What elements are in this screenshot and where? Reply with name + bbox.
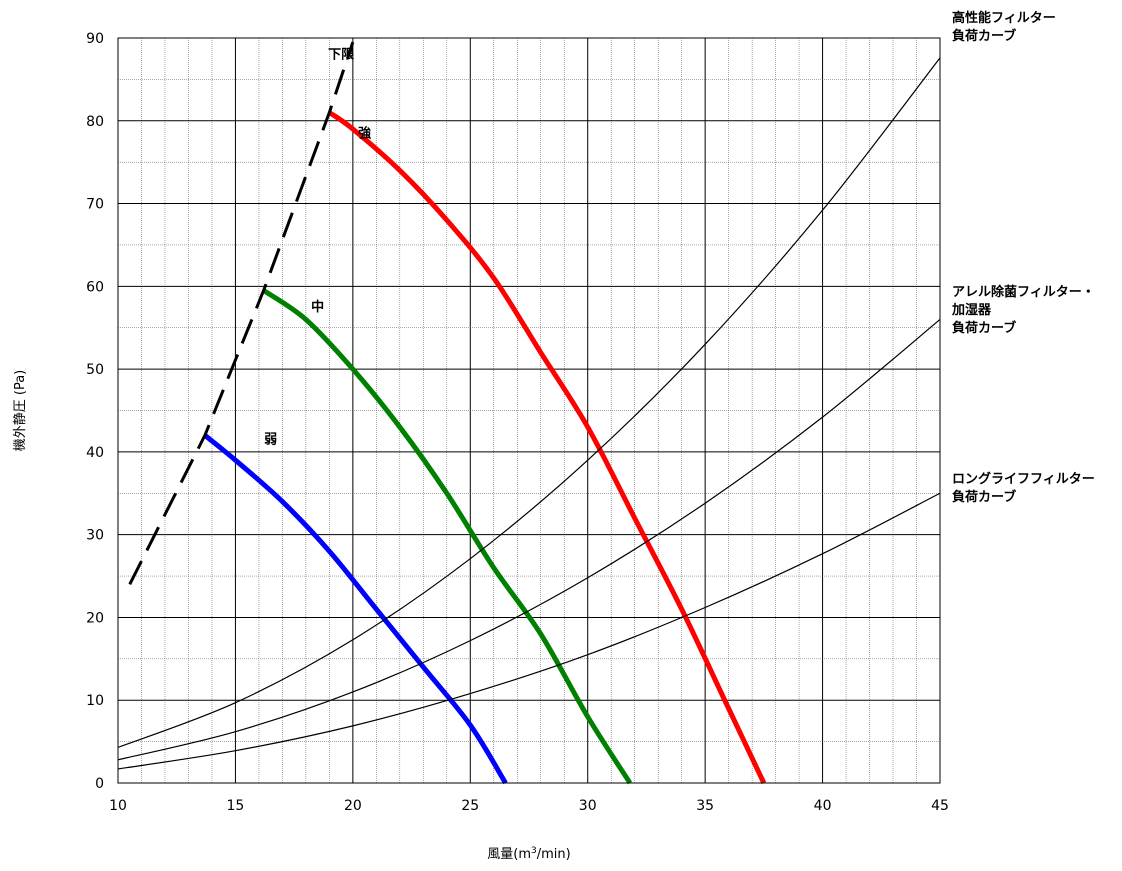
x-tick-label: 15: [227, 798, 245, 814]
y-tick-label: 60: [86, 279, 104, 295]
curve-label: ロングライフフィルター負荷カーブ: [952, 471, 1095, 505]
x-tick-label: 10: [109, 798, 127, 814]
series-line-5: [118, 319, 940, 759]
y-axis-title: 機外静圧 (Pa): [13, 370, 28, 452]
y-tick-label: 50: [86, 362, 104, 378]
series-line-4: [118, 58, 940, 748]
y-tick-label: 20: [86, 610, 104, 626]
y-tick-label: 0: [95, 776, 104, 792]
y-tick-label: 70: [86, 197, 104, 213]
series-line-2: [205, 435, 506, 783]
series-layer: [118, 42, 940, 783]
y-tick-label: 80: [86, 114, 104, 130]
x-tick-label: 35: [696, 798, 714, 814]
annotation-label: 中: [311, 299, 324, 315]
y-tick-label: 30: [86, 528, 104, 544]
x-tick-label: 25: [461, 798, 479, 814]
curve-label: アレル除菌フィルター・加湿器負荷カーブ: [951, 284, 1095, 336]
y-tick-label: 90: [86, 31, 104, 47]
curve-label: 高性能フィルター負荷カーブ: [952, 10, 1056, 44]
annotation-label: 下限: [328, 48, 355, 63]
annotation-label: 強: [358, 125, 371, 141]
series-line-0: [329, 113, 763, 784]
x-axis-title: 風量(m3/min): [487, 846, 570, 862]
grid: [118, 38, 940, 783]
x-tick-label: 20: [344, 798, 362, 814]
y-tick-label: 10: [86, 693, 104, 709]
x-tick-label: 40: [814, 798, 832, 814]
x-tick-label: 30: [579, 798, 597, 814]
x-tick-label: 45: [931, 798, 949, 814]
annotation-label: 弱: [264, 432, 277, 448]
y-tick-label: 40: [86, 445, 104, 461]
